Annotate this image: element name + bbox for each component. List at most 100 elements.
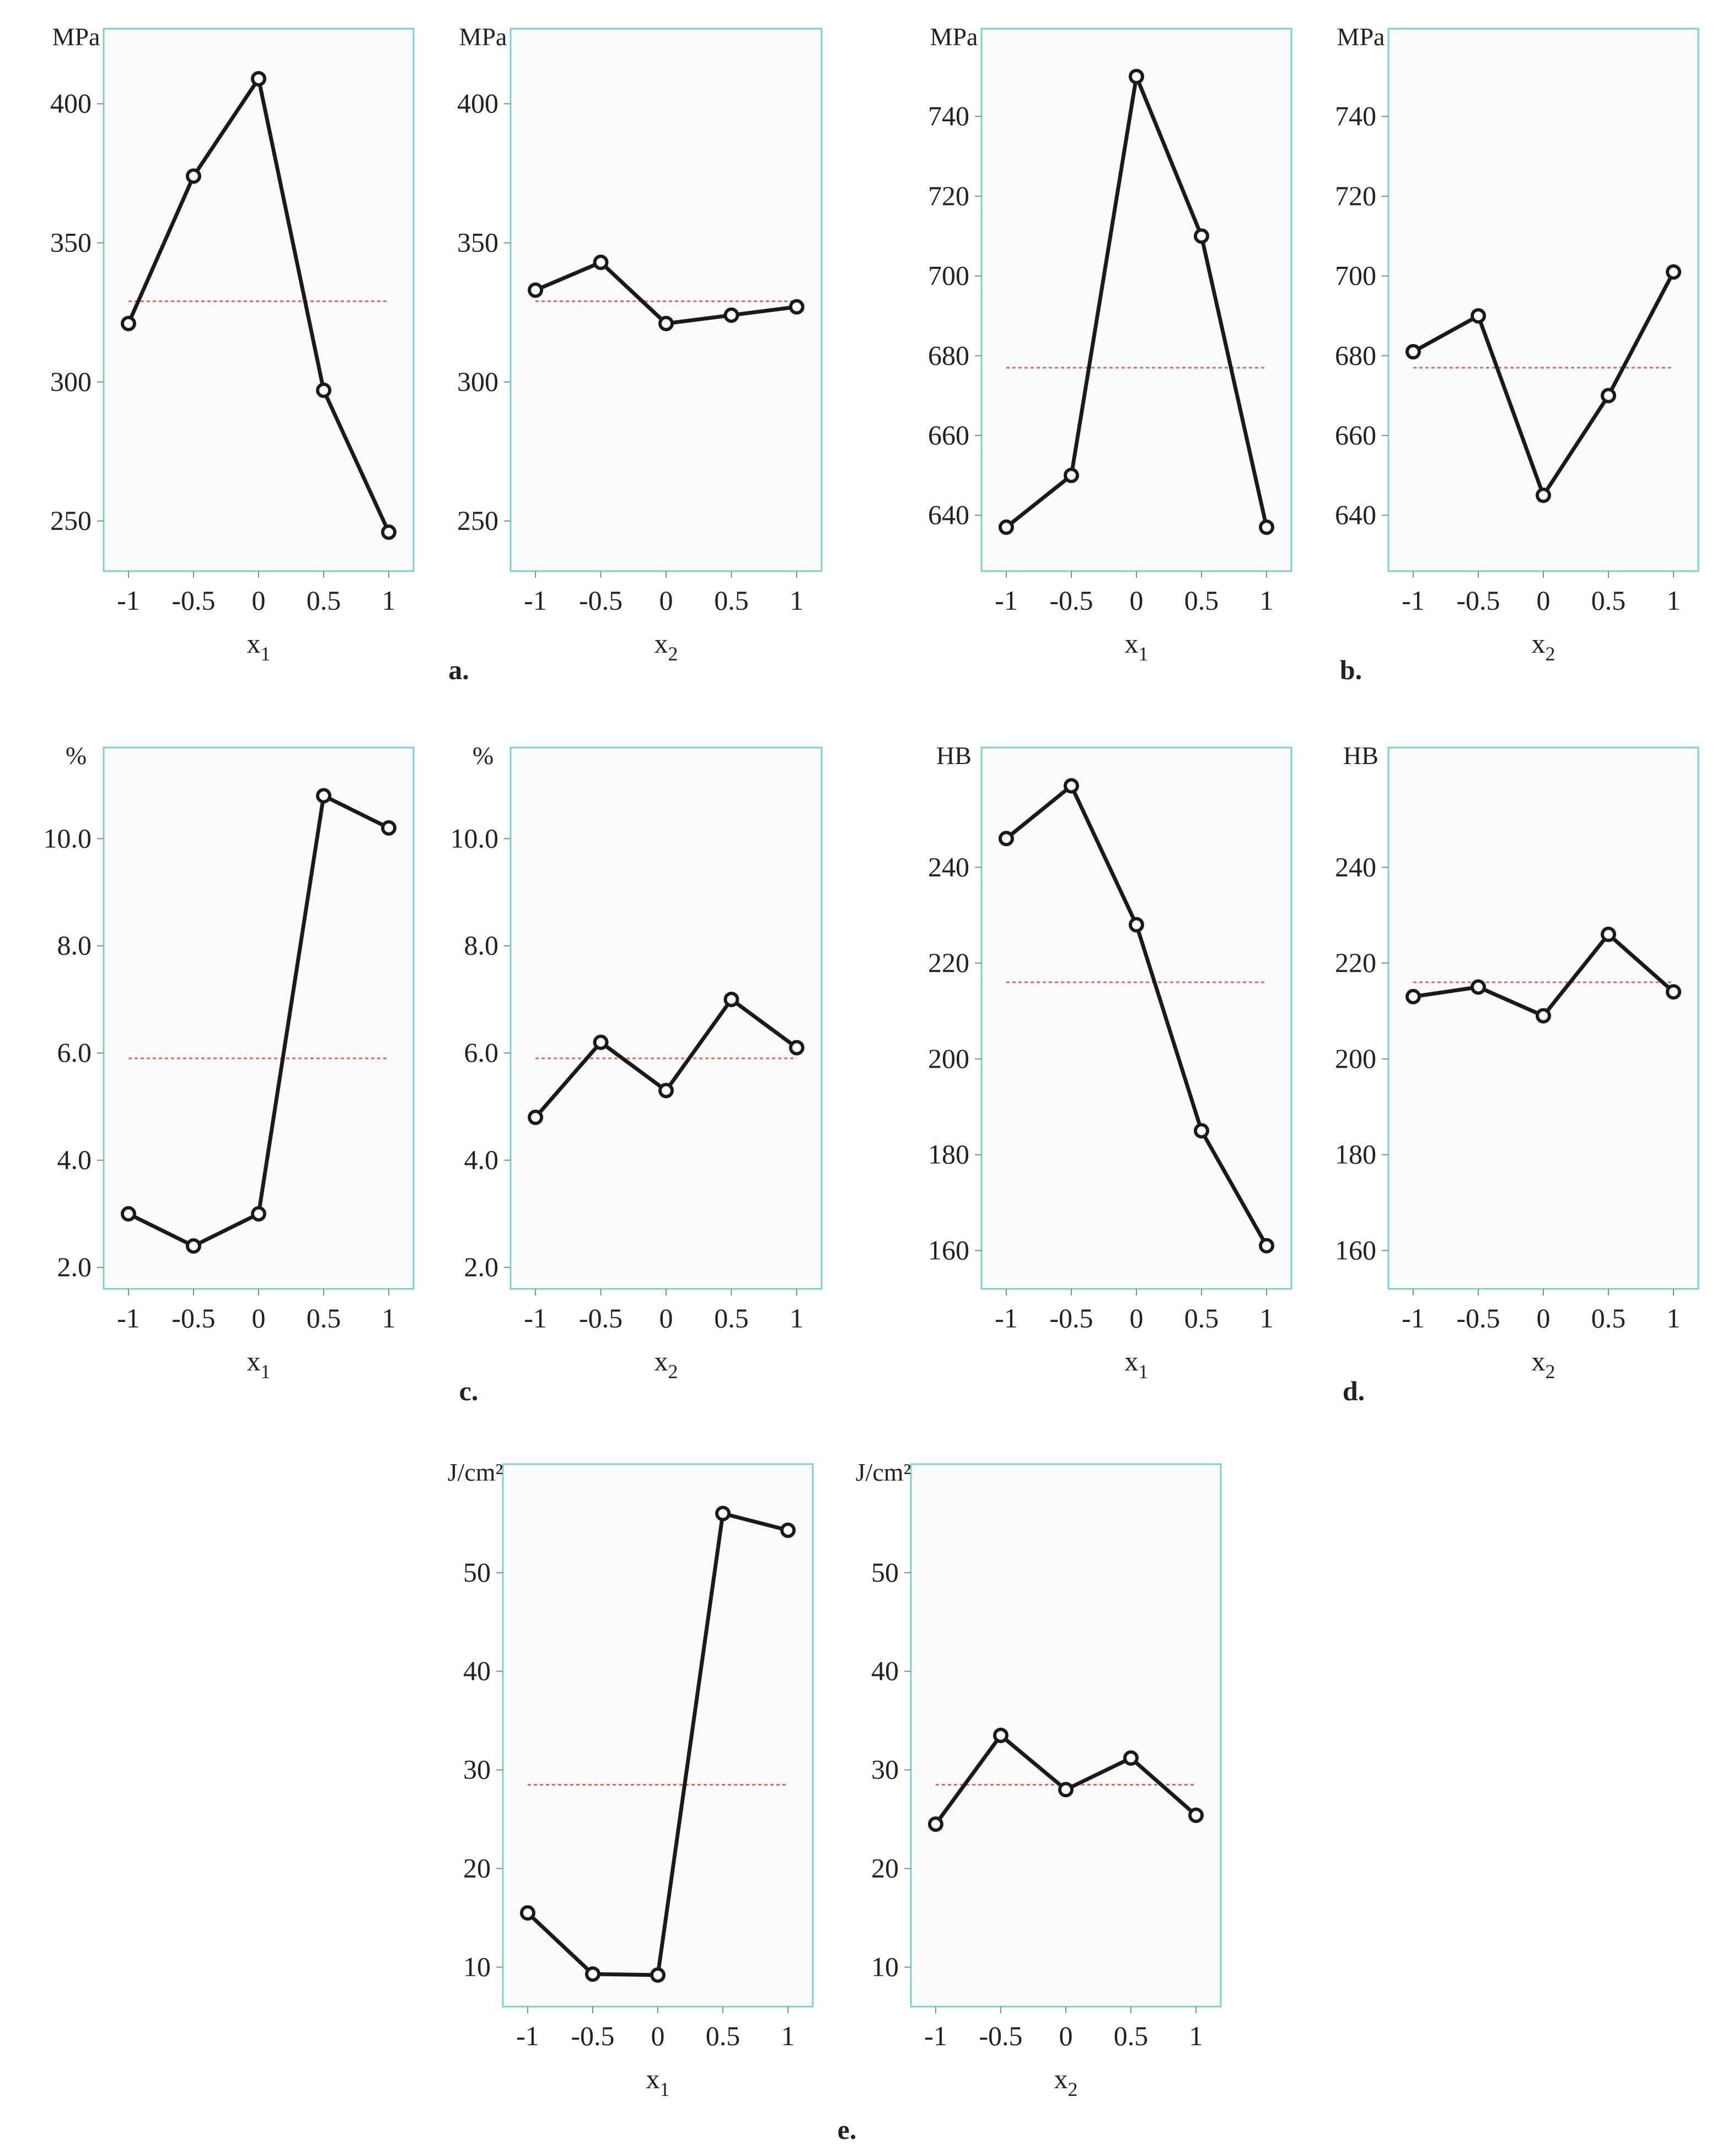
y-tick-label: 50: [463, 1557, 491, 1588]
x-tick-label: -0.5: [1456, 585, 1500, 616]
x-tick-label: 0.5: [1184, 1303, 1219, 1334]
x-tick-label: -1: [995, 1303, 1018, 1334]
x-tick-label: -1: [1402, 585, 1425, 616]
x-axis-label-subscript: 2: [1068, 2078, 1078, 2100]
x-axis-label-subscript: 2: [668, 643, 678, 665]
data-point: [1405, 344, 1421, 360]
x-tick-label: 1: [382, 1303, 396, 1334]
plot-6: 2.0 4.0 6.0 8.0 10.0% -1 -0.5 0 0.5 1 x2: [450, 741, 823, 1383]
x-tick-label: 0: [659, 585, 673, 616]
y-tick-label: 350: [50, 227, 92, 258]
data-point: [1666, 264, 1682, 280]
x-tick-label: 1: [1260, 1303, 1274, 1334]
y-tick-label: 660: [1335, 420, 1376, 450]
y-tick-label: 8.0: [464, 930, 499, 961]
data-point: [251, 71, 266, 87]
x-axis-label-subscript: 1: [660, 2078, 670, 2100]
y-tick-label: 300: [50, 366, 92, 397]
x-axis-label-main: x: [1532, 1346, 1546, 1377]
x-tick-label: 0: [252, 1303, 266, 1334]
x-axis-label-subscript: 2: [1546, 1361, 1555, 1383]
plot-frame: [509, 746, 823, 1290]
x-tick-label: -0.5: [979, 2020, 1022, 2051]
y-tick-label: 10.0: [450, 822, 499, 853]
x-axis-label-main: x: [247, 628, 261, 659]
x-axis-label-main: x: [247, 1346, 261, 1377]
data-point: [1194, 228, 1210, 244]
y-tick-label: 400: [457, 88, 498, 119]
x-tick-label: 0: [1537, 1303, 1551, 1334]
y-tick-label: 160: [1335, 1234, 1376, 1265]
data-point: [1259, 1238, 1275, 1254]
x-tick-label: 1: [1189, 2020, 1203, 2051]
x-tick-label: 0.5: [714, 585, 749, 616]
data-point: [1536, 1008, 1551, 1024]
x-tick-label: 0.5: [307, 1303, 341, 1334]
y-tick-label: 300: [457, 366, 498, 397]
plot-2: 250 300 350 400 MPa -1 -0.5 0 0.5 1 x2: [457, 23, 823, 665]
data-point: [1194, 1123, 1210, 1139]
x-axis-label-main: x: [646, 2063, 660, 2094]
y-tick-label: 400: [50, 88, 92, 119]
x-axis-label-main: x: [655, 1346, 668, 1377]
y-tick-label: 2.0: [57, 1251, 92, 1282]
data-point: [993, 1728, 1008, 1743]
data-point: [185, 168, 201, 184]
x-axis-label-subscript: 1: [1139, 1361, 1149, 1383]
x-axis-label: x1: [247, 628, 271, 665]
data-point: [120, 1206, 136, 1222]
data-point: [1666, 984, 1682, 1000]
x-tick-label: 0.5: [1184, 585, 1219, 616]
y-unit-label: MPa: [1337, 23, 1385, 51]
y-tick-label: 10: [463, 1951, 491, 1982]
y-tick-label: 2.0: [464, 1251, 499, 1282]
x-tick-label: 1: [1260, 585, 1274, 616]
y-unit-label: J/cm²: [856, 1458, 911, 1486]
x-tick-label: -0.5: [1456, 1303, 1500, 1334]
x-tick-label: 0: [252, 585, 266, 616]
plot-frame: [103, 28, 415, 572]
y-tick-label: 220: [928, 947, 969, 978]
y-tick-label: 700: [928, 260, 969, 291]
y-tick-label: 350: [457, 227, 498, 258]
y-tick-label: 680: [1335, 340, 1376, 370]
panel-label-a: a.: [448, 654, 469, 685]
y-tick-label: 10: [871, 1951, 899, 1982]
y-tick-label: 180: [928, 1139, 969, 1170]
data-point: [1601, 926, 1617, 942]
data-point: [1063, 778, 1079, 794]
plot-frame: [103, 746, 415, 1290]
data-point: [1188, 1807, 1204, 1823]
panel-label-e: e.: [838, 2114, 857, 2145]
plot-frame: [509, 28, 823, 572]
x-tick-label: 0: [1059, 2020, 1073, 2051]
x-tick-label: -0.5: [571, 2020, 614, 2051]
x-tick-label: 0: [1130, 585, 1144, 616]
data-point: [1601, 388, 1617, 404]
plot-5: 2.04.06.08.010.0%-1 -0.5 0 0.5 1x1: [44, 741, 415, 1383]
x-axis-label-main: x: [1125, 628, 1139, 659]
y-tick-label: 10.0: [44, 822, 92, 853]
x-tick-label: -0.5: [579, 1303, 623, 1334]
x-tick-label: 0.5: [307, 585, 341, 616]
x-axis-label: x1: [646, 2063, 670, 2100]
x-tick-label: 1: [1667, 1303, 1681, 1334]
y-tick-label: 50: [871, 1557, 899, 1588]
x-tick-label: -1: [117, 1303, 140, 1334]
y-tick-label: 740: [1335, 100, 1376, 131]
x-tick-label: -0.5: [1049, 585, 1093, 616]
y-tick-label: 720: [1335, 180, 1376, 211]
x-tick-label: -1: [117, 585, 140, 616]
x-tick-label: 1: [382, 585, 396, 616]
data-point: [658, 315, 674, 331]
x-axis-label: x2: [1532, 1346, 1555, 1383]
x-axis-label-main: x: [1054, 2063, 1068, 2094]
data-point: [927, 1816, 943, 1832]
data-point: [650, 1967, 666, 1983]
data-point: [584, 1966, 600, 1982]
data-point: [1470, 979, 1486, 995]
x-tick-label: 0.5: [1114, 2020, 1149, 2051]
